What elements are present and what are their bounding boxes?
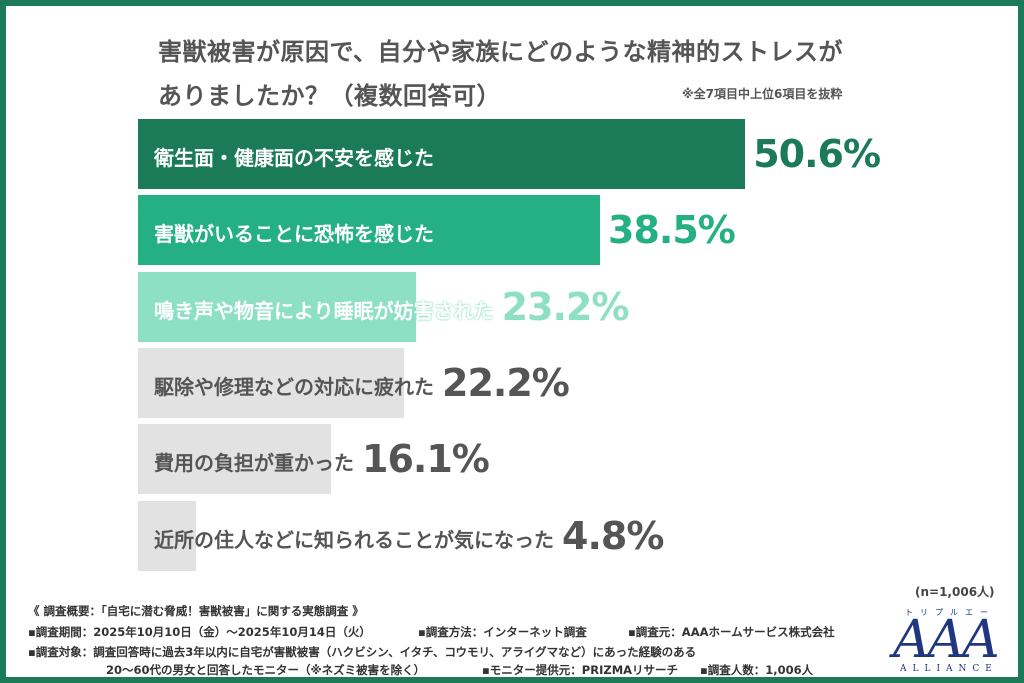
bar [138,424,332,495]
bar [138,271,417,342]
bar [138,500,196,571]
footer-target-2: 20～60代の男女と回答したモニター（※ネズミ被害を除く） [106,663,426,677]
footer-overview: 《 調査概要：「自宅に潜む脅威！害獣被害」に関する実態調査 》 [28,604,364,618]
title-line-2: ありましたか？（複数回答可） [158,82,501,110]
footer-target: ▪調査対象：調査回答時に過去3年以内に自宅が害獣被害（ハクビシン、イタチ、コウモ… [28,645,697,659]
value-label: 38.5% [608,208,736,253]
value-label: 23.2% [501,284,630,329]
value-label: 4.8% [562,513,664,558]
footer-method: ▪調査方法：インターネット調査 [418,625,587,639]
footer-count: ▪調査人数：1,006人 [700,663,814,677]
bar [138,119,746,189]
note: ※全7項目中上位6項目を抜粋 [682,87,843,101]
category-label: 害獣がいることに恐怖を感じた [154,222,434,247]
logo-main: AAA [893,610,1000,670]
bar [138,347,405,418]
value-label: 22.2% [442,360,570,405]
chart-title: 害獣被害が原因で、自分や家族にどのような精神的ストレスが ありましたか？（複数回… [158,30,843,118]
category-label: 近所の住人などに知られることが気になった [154,527,554,552]
footer-source: ▪調査元：AAAホームサービス株式会社 [628,625,835,639]
category-label: 衛生面・健康面の不安を感じた [154,146,434,170]
bar [138,195,600,266]
category-label: 駆除や修理などの対応に疲れた [154,374,434,399]
sample-size: (n=1,006人) [915,585,995,599]
title-line-1: 害獣被害が原因で、自分や家族にどのような精神的ストレスが [158,38,844,66]
value-label: 16.1% [362,437,490,482]
category-label: 費用の負担が重かった [154,451,354,476]
logo-sub: ALLIANCE [900,664,998,674]
footer-provider: ▪モニター提供元：PRIZMAリサーチ [482,663,679,677]
category-label: 鳴き声や物音により睡眠が妨害された [154,298,494,323]
logo-kana: トリプルエー [905,608,995,617]
value-label: 50.6% [753,132,881,176]
footer-period: ▪調査期間：2025年10月10日（金）～2025年10月14日（火） [28,625,371,639]
